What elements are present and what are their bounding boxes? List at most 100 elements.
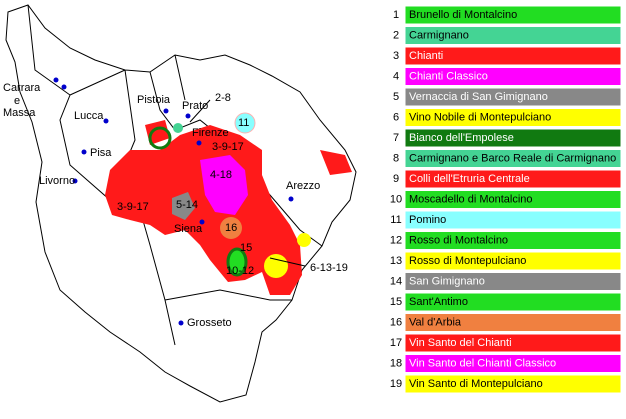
city-dot [288,196,294,202]
city-label: Prato [182,100,208,112]
city-label: Pisa [90,147,112,159]
zone-label: 5-14 [176,199,198,211]
legend-number: 15 [390,296,402,308]
zone-green-ring [226,247,248,277]
zone-teal [173,123,183,133]
zone-label: 10-12 [226,265,254,277]
legend-name: Carmignano [409,29,469,41]
legend-swatch [404,190,622,209]
city-dot [163,108,169,114]
city-dot [178,320,184,326]
zone-label: 3-9-17 [117,201,149,213]
legend-number: 19 [390,378,402,390]
city-label: Carrara [3,82,41,94]
zone-red [105,125,302,295]
legend-number: 7 [393,132,399,144]
city-label: Pistoia [137,94,171,106]
city-dot [199,219,205,225]
legend-swatch [404,149,622,168]
legend-number: 16 [390,316,402,328]
zone-yellow [264,254,288,278]
zone-label: 11 [238,117,249,129]
legend-swatch [404,26,622,45]
city-dot [103,118,109,124]
city-label: Siena [174,223,203,235]
legend-number: 6 [393,111,399,123]
legend-swatch [404,128,622,148]
legend-number: 10 [390,193,402,205]
legend-swatch [404,354,622,373]
legend-name: San Gimignano [409,275,485,287]
zone-gray [172,192,195,220]
city-dot [61,84,67,90]
zone-label: 15 [240,242,252,254]
legend-name: Sant'Antimo [409,296,468,308]
zone-label: 16 [225,222,237,234]
city-dot [185,113,191,119]
zone-cyan [234,112,256,134]
city-label: Massa [3,107,36,119]
legend-name: Rosso di Montalcino [409,234,508,246]
legend: 1 Brunello di Montalcino 2 Carmignano 3 Chian… [390,5,622,394]
legend-number: 14 [390,275,402,287]
legend-swatch [404,46,622,66]
zone-orange [220,217,242,239]
legend-number: 1 [393,9,399,21]
legend-number: 12 [390,234,402,246]
zone-yellow [297,233,311,247]
zone-label: 6-13-19 [310,262,348,274]
legend-number: 3 [393,50,399,62]
leader [269,257,306,267]
zone-red [145,120,352,175]
city-label: e [14,95,20,107]
legend-number: 17 [390,337,402,349]
city-label: Grosseto [187,317,232,329]
legend-swatch [404,313,622,332]
legend-swatch [404,210,622,230]
legend-number: 2 [393,29,399,41]
legend-number: 13 [390,255,402,267]
city-dot [81,149,87,155]
legend-swatch [404,374,622,394]
city-dot [196,140,202,146]
legend-name: Carmignano e Barco Reale di Carmignano [409,152,616,164]
zone-magenta [200,155,248,215]
zone-label: 4-18 [210,169,232,181]
legend-name: Colli dell'Etruria Centrale [409,173,530,185]
legend-number: 4 [393,70,399,82]
zone-label: 2-8 [215,92,231,104]
legend-number: 5 [393,91,399,103]
legend-swatch [404,333,622,353]
city-label: Lucca [74,110,104,122]
legend-name: Moscadello di Montalcino [409,193,533,205]
city-label: Livorno [39,175,75,187]
zone-green-ring [148,126,172,150]
city-label: Firenze [192,127,229,139]
legend-name: Val d'Arbia [409,316,462,328]
city-dot [53,77,59,83]
legend-name: Vino Nobile di Montepulciano [409,111,551,123]
legend-swatch [404,272,622,291]
legend-name: Bianco dell'Empolese [409,132,514,144]
city-label: Arezzo [286,180,320,192]
legend-name: Brunello di Montalcino [409,9,517,21]
legend-name: Vin Santo di Montepulciano [409,378,543,390]
legend-name: Rosso di Montepulciano [409,255,526,267]
legend-name: Vernaccia di San Gimignano [409,91,548,103]
city-dot [72,178,78,184]
legend-number: 8 [393,152,399,164]
legend-number: 11 [390,214,401,226]
leader [189,99,211,123]
legend-name: Chianti [409,50,443,62]
legend-swatch [404,67,622,86]
legend-name: Vin Santo del Chianti [409,337,512,349]
legend-number: 18 [390,357,402,369]
legend-name: Vin Santo del Chianti Classico [409,357,556,369]
legend-name: Chianti Classico [409,70,488,82]
legend-swatch [404,169,622,189]
zone-label: 3-9-17 [212,141,244,153]
legend-name: Pomino [409,214,446,226]
legend-swatch [404,251,622,271]
